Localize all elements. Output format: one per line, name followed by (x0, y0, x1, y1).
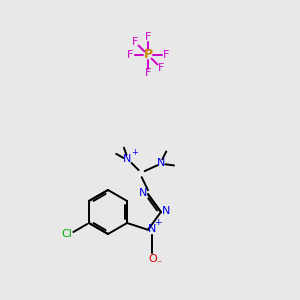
Text: F: F (163, 50, 169, 60)
Text: N: N (148, 224, 156, 234)
Text: F: F (127, 50, 133, 60)
Text: O: O (148, 254, 158, 264)
Text: N: N (139, 188, 147, 198)
Text: F: F (132, 37, 139, 47)
Text: N: N (157, 158, 166, 168)
Text: +: + (131, 148, 138, 158)
Text: +: + (154, 218, 162, 227)
Text: N: N (123, 154, 132, 164)
Text: F: F (158, 63, 164, 73)
Text: P: P (143, 49, 153, 62)
Text: F: F (145, 68, 151, 78)
Text: N: N (162, 206, 170, 216)
Text: F: F (145, 32, 151, 42)
Text: ⁻: ⁻ (156, 259, 161, 269)
Text: Cl: Cl (61, 229, 72, 239)
